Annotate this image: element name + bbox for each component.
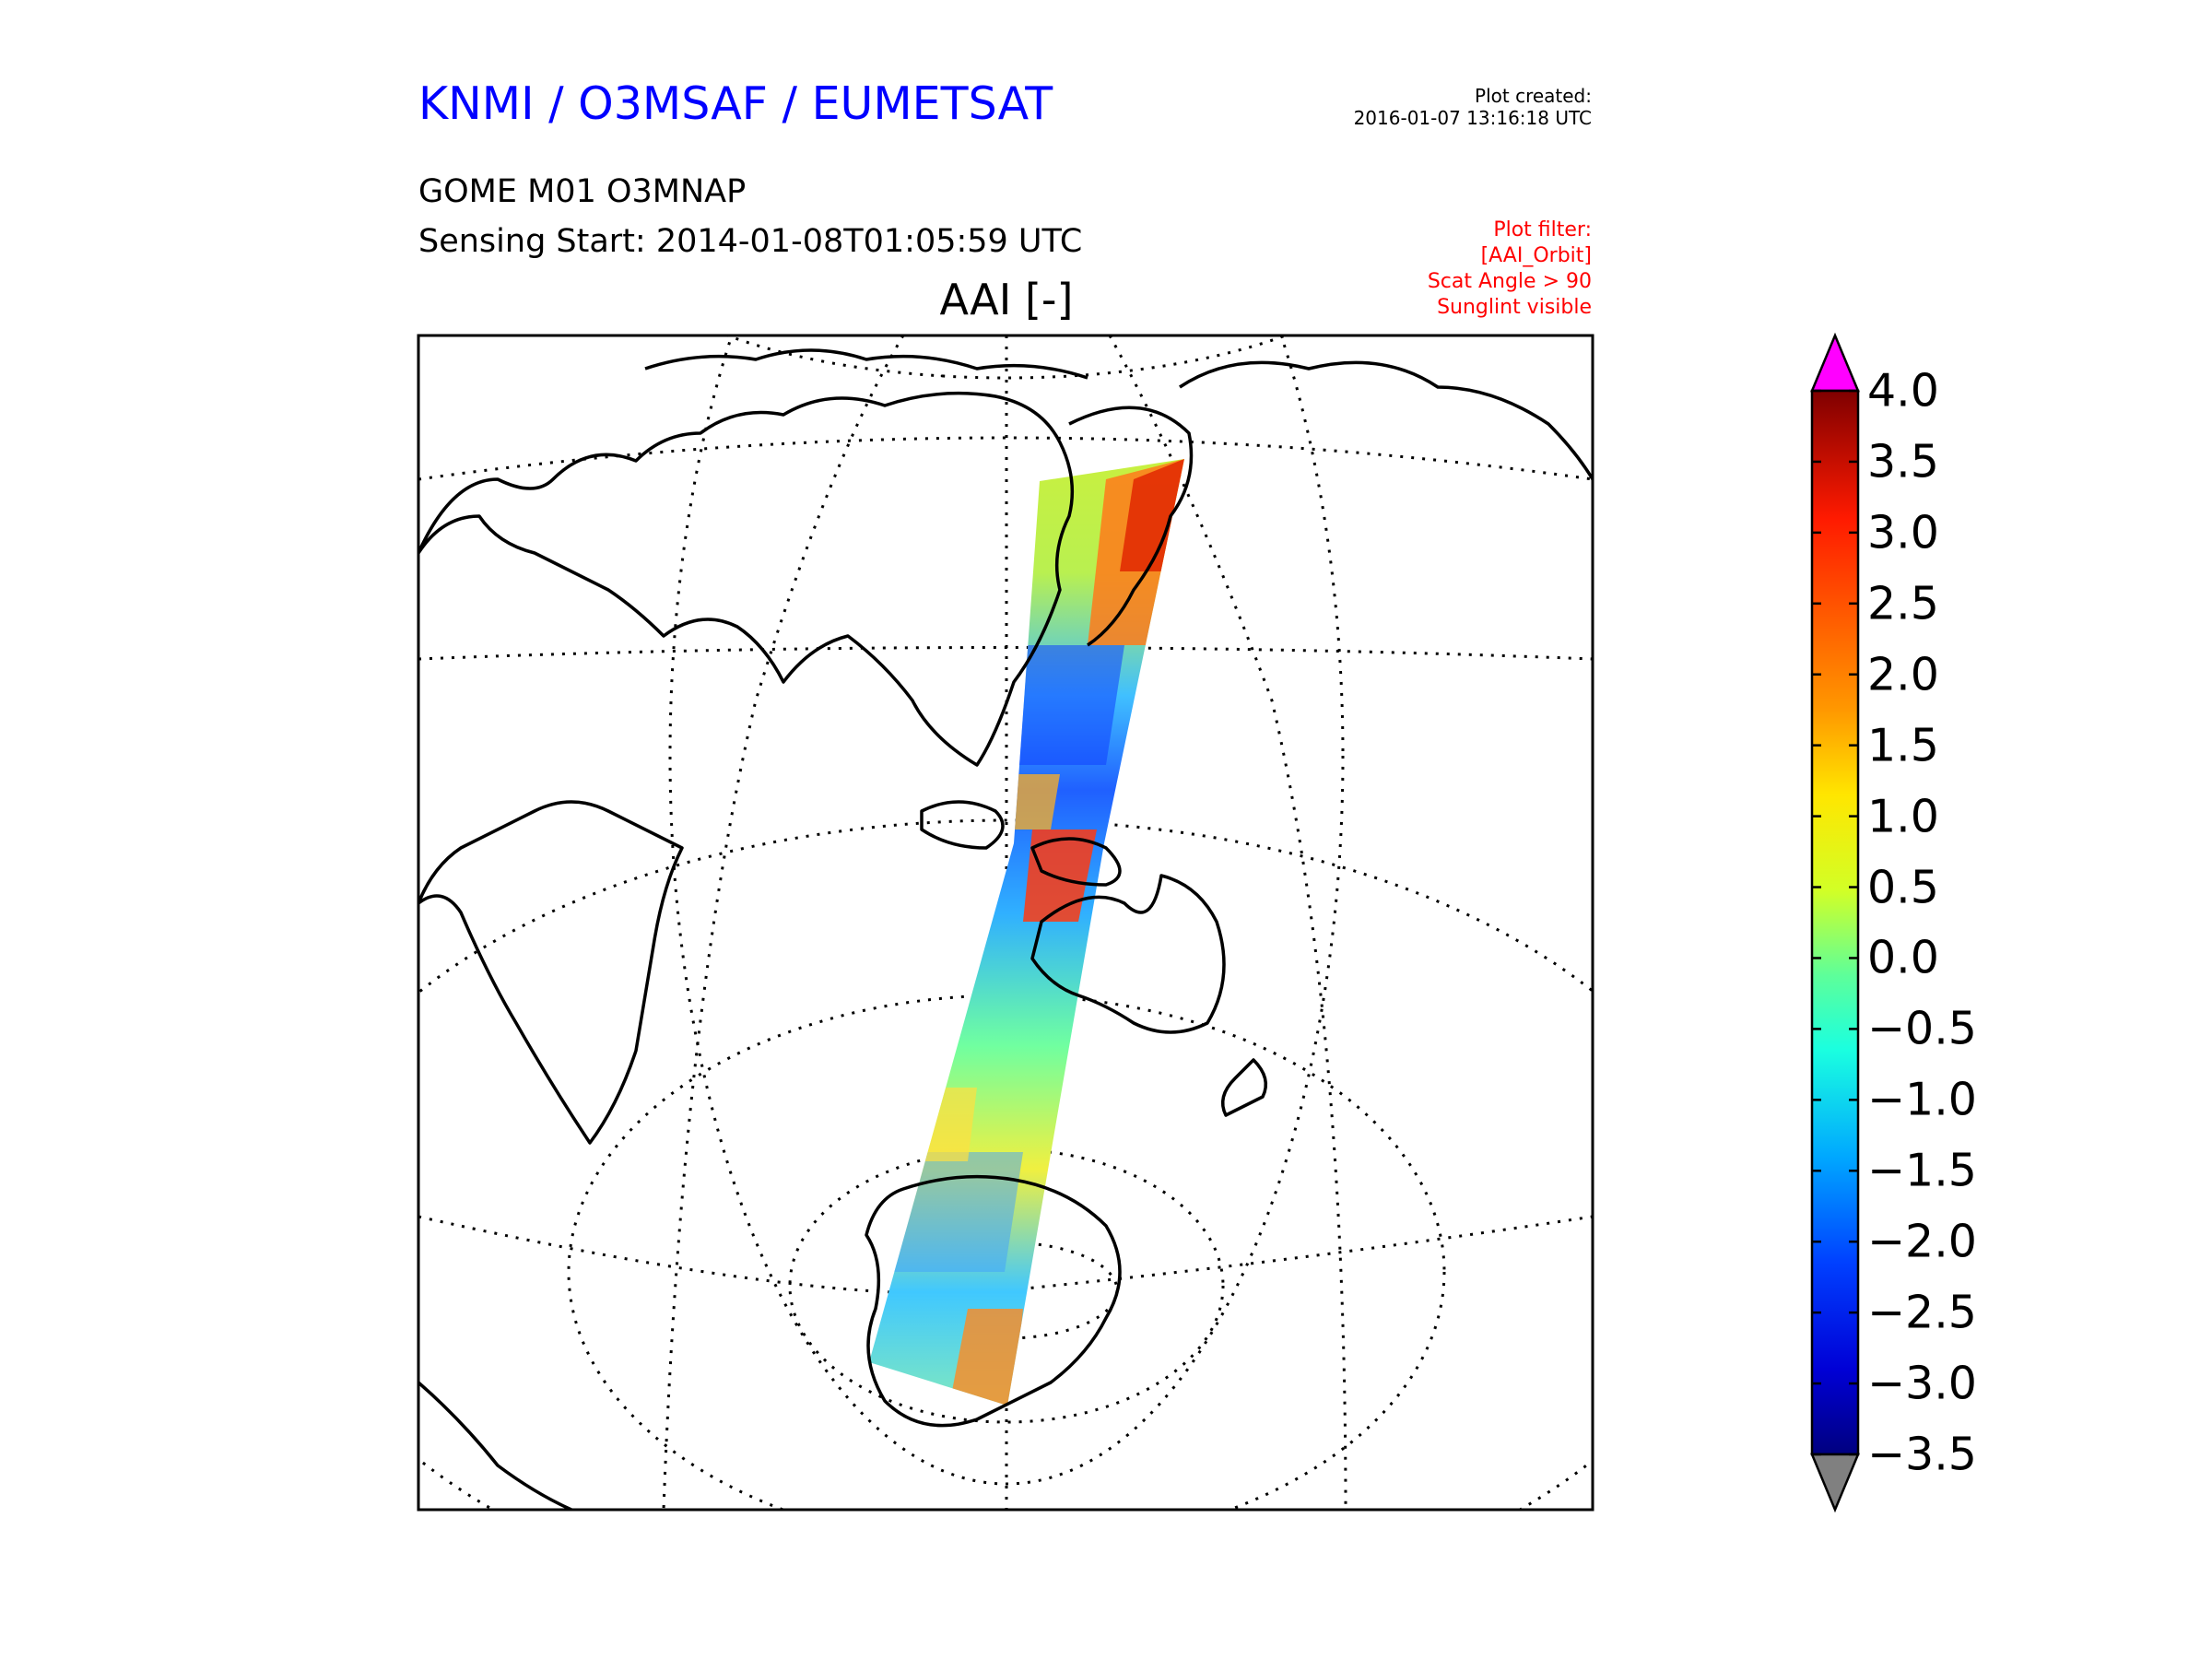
graticule-line (1108, 335, 1347, 1510)
swath-high-aai (1005, 774, 1060, 830)
colorbar-tick-label: 2.5 (1867, 577, 1939, 630)
colorbar-tick-label: −1.5 (1867, 1144, 1977, 1197)
coastline-japan (1068, 406, 1194, 647)
colorbar-under-arrow (1810, 1453, 1860, 1513)
colorbar-tick-label: 0.0 (1867, 931, 1939, 984)
plot-filter-line: Sunglint visible (1437, 296, 1592, 319)
coastline-new-zealand (1220, 1058, 1268, 1117)
colorbar-tick-label: 1.0 (1867, 790, 1939, 843)
colorbar-tick-label: 3.0 (1867, 506, 1939, 559)
colorbar-tick-label: −2.5 (1867, 1286, 1977, 1339)
coastline-arctic (644, 348, 1088, 380)
coastline-south-america (418, 1381, 572, 1510)
colorbar-over-arrow (1810, 332, 1860, 393)
org-title: KNMI / O3MSAF / EUMETSAT (418, 77, 1053, 130)
graticule-line (668, 335, 1345, 1486)
plot-filter-line: Plot filter: (1493, 218, 1592, 241)
colorbar-tick-label: −3.5 (1867, 1428, 1977, 1481)
colorbar-tick-label: 3.5 (1867, 435, 1939, 488)
plot-created-time: 2016-01-07 13:16:18 UTC (1353, 107, 1592, 129)
graticule-line (418, 818, 1593, 1510)
coastline-new-guinea (1030, 837, 1122, 887)
colorbar-tick-label: 2.0 (1867, 648, 1939, 701)
colorbar-tick-label: −1.0 (1867, 1073, 1977, 1126)
coastline-antarctica (865, 1174, 1122, 1428)
coastlines (418, 348, 1593, 1510)
swath-low-aai (1014, 645, 1124, 765)
coastline-eurasia (418, 391, 1075, 767)
colorbar-tick-label: 1.5 (1867, 719, 1939, 772)
plot-filter: Plot filter: [AAI_Orbit] Scat Angle > 90… (1428, 218, 1592, 321)
map-title: AAI [-] (939, 275, 1074, 324)
plot-filter-line: Scat Angle > 90 (1427, 270, 1592, 293)
coastline-indonesia (920, 800, 1005, 850)
coastline-australia (1030, 874, 1226, 1034)
swath-high-aai (1120, 459, 1184, 571)
swath-high-aai (949, 1309, 1023, 1406)
product-name: GOME M01 O3MNAP (418, 173, 747, 210)
colorbar-gradient (1810, 389, 1860, 1456)
swath-high-aai (1023, 830, 1097, 922)
graticule-line (662, 335, 905, 1510)
colorbar-tick-label: −0.5 (1867, 1002, 1977, 1055)
colorbar-tick-label: −3.0 (1867, 1357, 1977, 1410)
colorbar-tick-label: −2.0 (1867, 1215, 1977, 1268)
map-frame (417, 334, 1594, 1512)
colorbar-tick-label: 0.5 (1867, 861, 1939, 914)
colorbar-tick-label: 4.0 (1867, 364, 1939, 418)
sensing-start: Sensing Start: 2014-01-08T01:05:59 UTC (418, 223, 1083, 260)
graticule-line (418, 1215, 1593, 1295)
plot-created-label: Plot created: (1475, 85, 1592, 107)
coastline-africa (418, 800, 684, 1145)
plot-filter-line: [AAI_Orbit] (1480, 244, 1592, 267)
colorbar (1810, 332, 1860, 1513)
coastline-east-asia (1179, 360, 1593, 480)
